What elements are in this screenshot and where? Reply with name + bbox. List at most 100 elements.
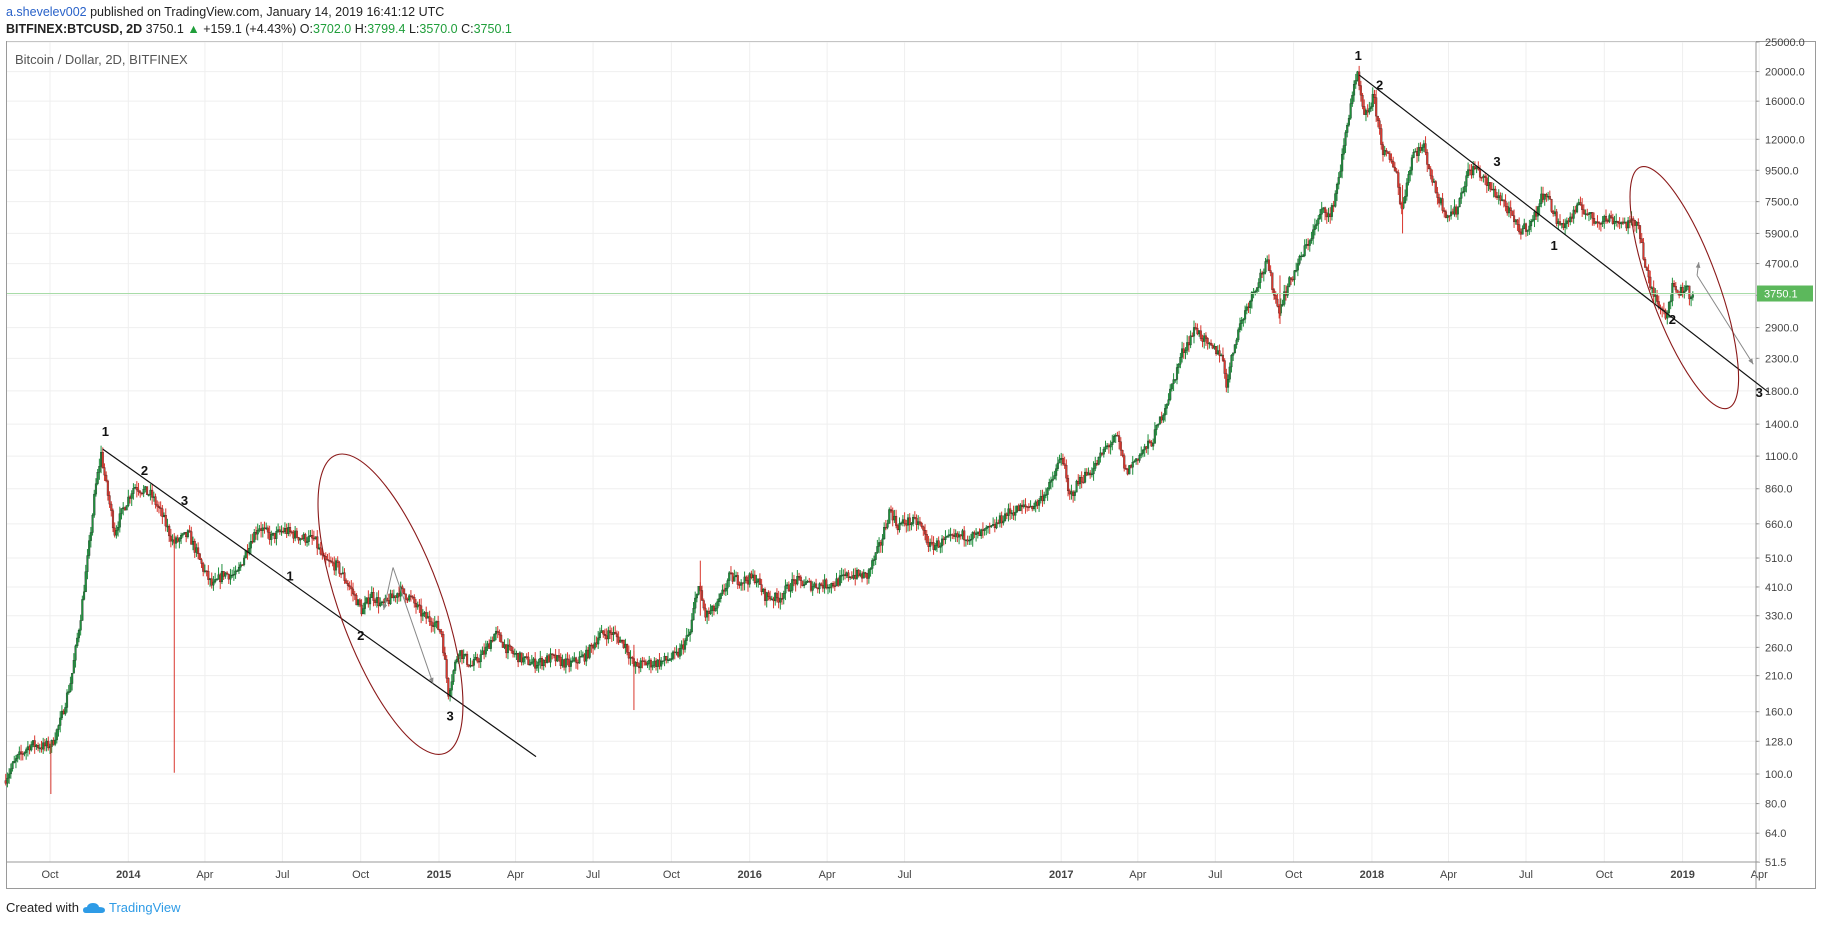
candle-body — [1141, 449, 1144, 454]
candle-body — [1666, 312, 1669, 319]
candle-body — [1136, 458, 1139, 461]
candle-body — [1467, 169, 1470, 176]
candle-body — [1370, 106, 1373, 109]
candle-body — [951, 534, 954, 536]
arrow-head — [1695, 262, 1701, 268]
candle-body — [420, 605, 423, 617]
wave-label: 2 — [1669, 312, 1676, 327]
candle-body — [1596, 221, 1599, 223]
candle-body — [615, 633, 618, 638]
candle-body — [501, 642, 504, 648]
candle-body — [459, 650, 462, 656]
candle-body — [86, 555, 89, 572]
candle-body — [809, 581, 813, 591]
candle-body — [1034, 501, 1037, 507]
candle-body — [288, 527, 292, 532]
candle-body — [929, 542, 932, 547]
candle-body — [1495, 196, 1499, 198]
candle-body — [181, 533, 184, 536]
candle-body — [1398, 187, 1402, 204]
candles-group — [4, 65, 1694, 788]
candle-body — [876, 546, 879, 553]
candle-body — [1461, 191, 1465, 193]
candle-body — [1342, 145, 1345, 155]
y-tick-label: 160.0 — [1765, 707, 1793, 719]
candle-body — [231, 574, 234, 577]
candle-body — [556, 655, 559, 662]
candle-body — [1351, 95, 1354, 104]
high-label: H: — [354, 22, 368, 36]
candle-body — [1380, 128, 1383, 145]
candle-body — [207, 570, 210, 580]
y-tick-label: 51.5 — [1765, 857, 1786, 869]
candle-body — [663, 656, 666, 661]
candle-body — [348, 585, 351, 588]
candle-body — [906, 517, 910, 526]
candle-body — [1460, 192, 1463, 199]
candle-body — [1082, 481, 1085, 484]
candle-body — [1487, 182, 1490, 186]
candle-body — [57, 725, 60, 730]
candle-body — [843, 574, 847, 577]
candle-body — [171, 539, 174, 542]
candle-body — [409, 595, 412, 597]
candle-body — [1308, 240, 1311, 246]
candle-body — [530, 661, 533, 665]
candle-body — [152, 496, 155, 498]
candle-body — [140, 492, 143, 495]
candle-body — [266, 527, 269, 533]
candle-body — [1274, 295, 1277, 300]
candle-body — [983, 528, 986, 531]
candle-body — [20, 751, 23, 754]
candle-body — [115, 530, 118, 536]
candle-body — [496, 630, 499, 633]
candle-body — [855, 569, 858, 579]
candle-body — [1249, 301, 1252, 308]
candle-body — [820, 583, 823, 586]
candle-body — [1647, 270, 1650, 278]
candle-body — [1392, 161, 1395, 168]
candle-body — [1405, 182, 1408, 197]
candle-body — [995, 522, 998, 529]
candle-body — [932, 542, 935, 550]
candle-body — [1531, 219, 1534, 222]
candle-body — [375, 597, 378, 603]
candle-body — [268, 532, 271, 540]
candle-body — [130, 493, 133, 499]
candle-body — [1048, 482, 1051, 489]
candle-body — [750, 573, 753, 578]
candle-body — [1513, 215, 1516, 223]
author-link[interactable]: a.shevelev002 — [6, 5, 87, 19]
candle-body — [1465, 175, 1468, 187]
candle-body — [1676, 289, 1679, 294]
candle-body — [1213, 346, 1216, 349]
candle-body — [411, 596, 414, 598]
candle-body — [920, 522, 923, 527]
candle-body — [574, 657, 578, 663]
candle-body — [425, 612, 428, 619]
candle-body — [1291, 278, 1294, 281]
candle-body — [1448, 215, 1451, 217]
candle-body — [1494, 188, 1497, 197]
candle-body — [423, 612, 426, 614]
candle-body — [752, 574, 755, 578]
footer: Created with TradingView — [6, 900, 181, 915]
candle-body — [1330, 205, 1333, 217]
candle-body — [866, 572, 869, 579]
candle-body — [576, 662, 579, 664]
tradingview-link[interactable]: TradingView — [108, 900, 181, 915]
candle-body — [879, 542, 882, 546]
candle-body — [1315, 223, 1318, 226]
candle-body — [77, 630, 80, 639]
candle-body — [912, 517, 915, 524]
candle-body — [488, 643, 491, 649]
candle-body — [45, 740, 48, 747]
candle-body — [1506, 206, 1509, 214]
candle-body — [149, 489, 152, 495]
candle-body — [1327, 213, 1330, 218]
candle-body — [219, 574, 222, 583]
candle-body — [25, 749, 28, 753]
candle-body — [382, 601, 385, 604]
candle-body — [1000, 515, 1003, 524]
